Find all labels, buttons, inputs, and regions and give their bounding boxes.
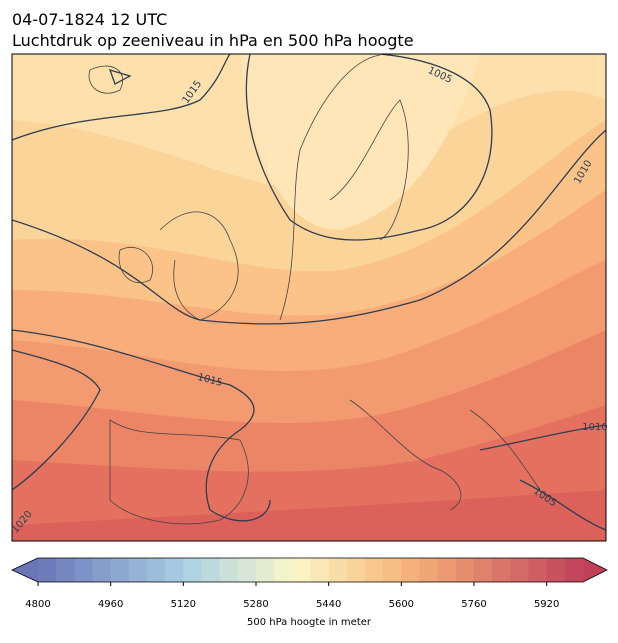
colorbar-bin [365,558,384,582]
colorbar-bin [401,558,420,582]
title-line: 04-07-1824 12 UTC [12,10,167,29]
colorbar-bin [292,558,311,582]
title-line: Luchtdruk op zeeniveau in hPa en 500 hPa… [12,31,414,50]
colorbar-bin [455,558,475,582]
contour-label: 1010 [582,422,607,433]
colorbar-bin [147,558,166,582]
colorbar-tick-label: 4800 [25,599,50,610]
colorbar-bin [419,558,439,582]
colorbar-tick-label: 5600 [389,599,414,610]
colorbar-tick-label: 5280 [243,599,268,610]
map-frame [11,53,607,542]
colorbar-bin [219,558,239,582]
colorbar-bin [38,558,57,582]
colorbar-tick-label: 4960 [98,599,123,610]
colorbar-bin [383,558,402,582]
colorbar-bin [510,558,529,582]
colorbar-tick-label: 5440 [316,599,341,610]
colorbar-bin [437,558,457,582]
colorbar-bin [564,558,584,582]
colorbar-tick-label: 5760 [461,599,486,610]
colorbar-bin [328,558,348,582]
colorbar-bin [546,558,566,582]
colorbar-extend [583,558,607,582]
colorbar-bin [165,558,184,582]
colorbar-tick-label: 5920 [534,599,559,610]
colorbar-bin [92,558,112,582]
colorbar-bin [256,558,275,582]
colorbar-label: 500 hPa hoogte in meter [247,617,372,628]
colorbar-bin [128,558,148,582]
colorbar-bin [492,558,511,582]
colorbar-bin [201,558,221,582]
colorbar-bin [74,558,93,582]
colorbar-tick-label: 5120 [171,599,196,610]
colorbar-bin [237,558,257,582]
colorbar-bin [183,558,202,582]
colorbar-bin [474,558,493,582]
map [12,54,606,541]
colorbar-bin [310,558,330,582]
colorbar-bin [346,558,366,582]
colorbar-extend [12,558,38,582]
colorbar-frame [11,557,608,583]
colorbar-bin [110,558,130,582]
colorbar: 4800 4960 5120 5280 5440 5600 5760 5920 [11,557,608,610]
colorbar-bin [528,558,548,582]
colorbar-bin [274,558,293,582]
colorbar-bin [56,558,75,582]
